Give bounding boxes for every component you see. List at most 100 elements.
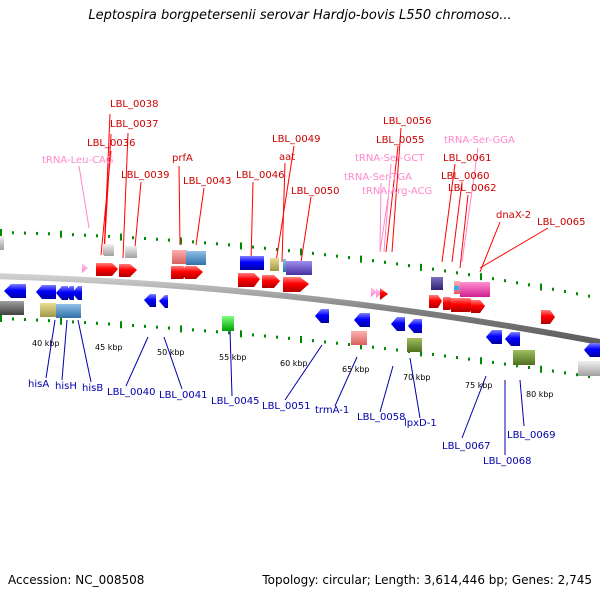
gene-label-lbl-0055[interactable]: LBL_0055 (376, 135, 424, 146)
gene-label-hisa[interactable]: hisA (28, 379, 49, 390)
gene-label-trna-leu-cag[interactable]: tRNA-Leu-CAG (42, 155, 113, 166)
track-dot (48, 232, 50, 236)
track-tick (420, 263, 422, 271)
gene-label-aat[interactable]: aat (279, 152, 295, 163)
gene-box-lbl-0043[interactable] (186, 251, 206, 265)
gene-label-hish[interactable]: hisH (55, 381, 77, 392)
gene-box-hisb[interactable] (69, 304, 81, 318)
gene-label-lbl-0043[interactable]: LBL_0043 (183, 176, 231, 187)
gene-box-lbl-0046[interactable] (240, 256, 264, 270)
gene-label-lbl-0051[interactable]: LBL_0051 (262, 401, 310, 412)
gene-box-prfa[interactable] (172, 250, 187, 264)
gene-box-left-gray[interactable] (0, 236, 4, 250)
gene-arrow-lbl-0065[interactable] (541, 310, 555, 324)
gene-label-trna-ser-gga[interactable]: tRNA-Ser-GGA (444, 135, 515, 146)
gene-label-lbl-0045[interactable]: LBL_0045 (211, 396, 259, 407)
track-dot (516, 281, 518, 285)
gene-label-lbl-0058[interactable]: LBL_0058 (357, 412, 405, 423)
gene-box-lbl-0039[interactable] (125, 246, 137, 258)
gene-box-lpxd-1[interactable] (407, 338, 422, 352)
gene-box-aat[interactable] (270, 258, 279, 271)
track-dot (396, 348, 398, 352)
track-dot (504, 279, 506, 283)
gene-label-lbl-0050[interactable]: LBL_0050 (291, 186, 339, 197)
gene-label-lbl-0037[interactable]: LBL_0037 (110, 119, 158, 130)
gene-arrow-hisb-1[interactable] (64, 286, 74, 300)
kbp-label: 80 kbp (526, 390, 554, 399)
gene-arrow-aat[interactable] (262, 275, 280, 288)
gene-arrow-dnax-2[interactable] (471, 300, 485, 313)
gene-label-trma-1[interactable]: trmA-1 (315, 405, 349, 416)
gene-arrow-lbl-0050[interactable] (283, 277, 309, 292)
gene-arrow-trna-ser-tga[interactable] (376, 288, 382, 298)
gene-arrow-lbl-0051[interactable] (315, 309, 329, 323)
track-dot (312, 251, 314, 255)
gene-box-lbl-0060[interactable] (431, 277, 443, 290)
gene-arrow-lbl-0068[interactable] (505, 332, 520, 346)
gene-arrow-lbl-0060[interactable] (429, 295, 442, 308)
gene-arrow-lbl-0039[interactable] (119, 264, 137, 277)
gene-arrow-lbl-0043[interactable] (185, 266, 203, 279)
gene-label-lbl-0039[interactable]: LBL_0039 (121, 170, 169, 181)
gene-arrow-lbl-0067[interactable] (486, 330, 502, 344)
gene-box-trma-1[interactable] (351, 331, 367, 345)
gene-arrow-hisb-2[interactable] (72, 286, 82, 300)
gene-box-hisa[interactable] (40, 303, 56, 317)
gene-arrow-lpxd-1[interactable] (408, 319, 422, 333)
gene-label-lbl-0067[interactable]: LBL_0067 (442, 441, 490, 452)
track-tick (420, 349, 422, 357)
gene-box-lbl-0045[interactable] (222, 316, 234, 331)
track-tick (480, 357, 482, 365)
track-dot (384, 347, 386, 351)
gene-label-lbl-0069[interactable]: LBL_0069 (507, 430, 555, 441)
gene-arrow-lbl-0046[interactable] (238, 273, 260, 287)
gene-label-lbl-0060[interactable]: LBL_0060 (441, 171, 489, 182)
gene-box-lbl-0050[interactable] (286, 261, 312, 275)
track-dot (12, 317, 14, 321)
gene-box-right-edge[interactable] (578, 361, 600, 376)
gene-label-lbl-0038[interactable]: LBL_0038 (110, 99, 158, 110)
gene-box-dnax-2[interactable] (454, 286, 459, 290)
track-dot (528, 283, 530, 287)
gene-arrow-lbl-0055[interactable] (380, 288, 388, 300)
gene-label-dnax-2[interactable]: dnaX-2 (496, 210, 531, 221)
gene-label-lbl-0065[interactable]: LBL_0065 (537, 217, 585, 228)
gene-label-lbl-0041[interactable]: LBL_0041 (159, 390, 207, 401)
gene-label-lpxd-1[interactable]: lpxD-1 (404, 418, 437, 429)
gene-box-hish[interactable] (56, 304, 69, 318)
gene-label-lbl-0061[interactable]: LBL_0061 (443, 153, 491, 164)
gene-arrow-right-edge[interactable] (584, 343, 600, 357)
gene-arrow-lbl-0040[interactable] (144, 294, 156, 307)
track-dot (192, 240, 194, 244)
gene-arrow-lbl-0041[interactable] (159, 295, 168, 308)
gene-label-lbl-0040[interactable]: LBL_0040 (107, 387, 155, 398)
gene-arrow-hisa[interactable] (36, 285, 56, 299)
track-dot (48, 319, 50, 323)
gene-label-trna-arg-acg[interactable]: tRNA-Arg-ACG (362, 186, 432, 197)
gene-label-prfa[interactable]: prfA (172, 153, 193, 164)
gene-label-lbl-0036[interactable]: LBL_0036 (87, 138, 135, 149)
gene-label-lbl-0056[interactable]: LBL_0056 (383, 116, 431, 127)
gene-arrow-lbl-0062[interactable] (451, 298, 476, 312)
gene-box-lbl-0049[interactable] (283, 259, 286, 272)
gene-label-lbl-0046[interactable]: LBL_0046 (236, 170, 284, 181)
gene-label-lbl-0062[interactable]: LBL_0062 (448, 183, 496, 194)
gene-label-trna-ser-tga[interactable]: tRNA-Ser-TGA (344, 172, 412, 183)
gene-box-lbl-0069[interactable] (513, 350, 535, 365)
gene-box-left-dark[interactable] (0, 301, 24, 315)
gene-box-lbl-0062[interactable] (460, 282, 490, 297)
gene-arrow-trma-1[interactable] (354, 313, 370, 327)
track-dot (24, 231, 26, 235)
gene-label-hisb[interactable]: hisB (82, 383, 103, 394)
gene-label-lbl-0068[interactable]: LBL_0068 (483, 456, 531, 467)
gene-label-trna-ser-gct[interactable]: tRNA-Ser-GCT (355, 153, 425, 164)
gene-arrow-lbl-0058[interactable] (391, 317, 405, 331)
gene-arrow-trna-leu-cag[interactable] (82, 263, 88, 273)
gene-box-lbl-0038[interactable] (104, 244, 114, 256)
topology-summary: Topology: circular; Length: 3,614,446 bp… (262, 573, 592, 587)
gene-arrow-hish[interactable] (56, 286, 68, 300)
gene-arrow-trna-ser-gct[interactable] (371, 287, 377, 297)
gene-arrow-left-1[interactable] (4, 284, 26, 298)
gene-arrow-lbl-0037[interactable] (106, 263, 118, 276)
gene-label-lbl-0049[interactable]: LBL_0049 (272, 134, 320, 145)
